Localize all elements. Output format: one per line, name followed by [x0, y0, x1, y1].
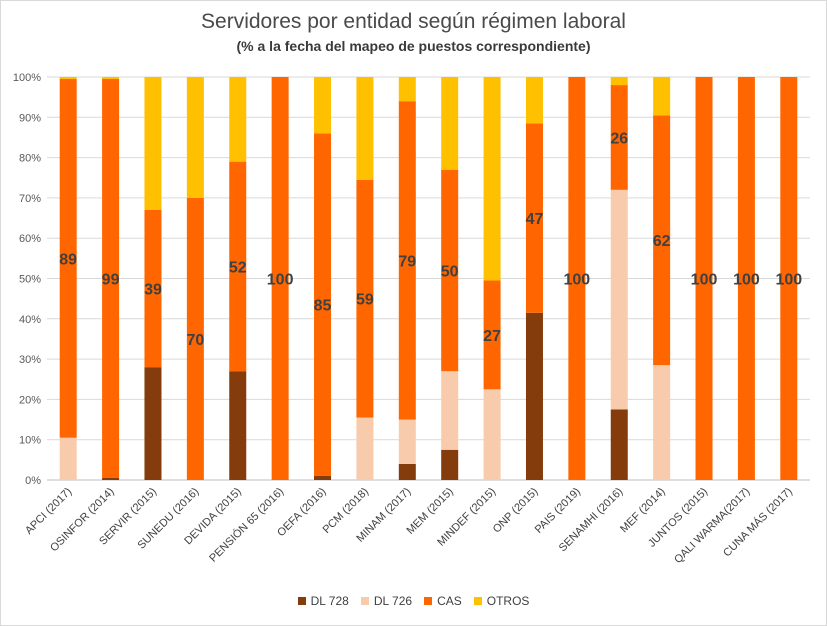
chart-title: Servidores por entidad según régimen lab…: [201, 10, 626, 33]
bar-segment-dl-728: [144, 367, 162, 480]
y-tick-label: 80%: [19, 153, 41, 165]
y-tick-label: 90%: [19, 112, 41, 124]
bar-segment-otros: [653, 77, 671, 116]
y-tick-label: 30%: [19, 354, 41, 366]
bar-segment-dl-726: [59, 437, 77, 480]
bar-segment-dl-728: [441, 449, 459, 480]
bar-segment-cas: [398, 101, 416, 420]
bar-segment-cas: [525, 123, 543, 313]
y-tick-label: 10%: [19, 435, 41, 447]
legend-label: DL 726: [373, 594, 413, 608]
data-label: 99: [102, 272, 120, 289]
x-category-label: QALI WARMA(2017): [672, 486, 752, 566]
bar-segment-otros: [483, 77, 501, 281]
x-category-label: CUNA MÁS (2017): [720, 485, 794, 559]
bar-segment-dl-726: [483, 389, 501, 480]
bar-segment-cas: [271, 77, 289, 480]
bar-segment-dl-726: [356, 417, 374, 480]
legend-item: CAS: [424, 594, 462, 608]
bar-segment-cas: [695, 77, 713, 480]
bar-segment-dl-728: [398, 463, 416, 480]
bar-segment-dl-726: [610, 189, 628, 410]
y-tick-label: 50%: [19, 274, 41, 286]
legend-label: DL 728: [310, 594, 349, 608]
data-label: 100: [733, 272, 760, 289]
data-label: 100: [267, 272, 294, 289]
legend-label: OTROS: [486, 594, 530, 608]
bar-segment-dl-728: [229, 371, 247, 480]
legend-swatch: [297, 597, 306, 605]
data-label: 52: [229, 259, 247, 276]
legend-swatch: [424, 597, 433, 605]
y-tick-label: 60%: [19, 233, 41, 245]
y-tick-label: 20%: [19, 394, 41, 406]
bar-segment-dl-728: [525, 312, 543, 480]
legend-item: OTROS: [473, 594, 530, 608]
bar-segment-cas: [314, 133, 332, 476]
bar-segment-dl-728: [314, 475, 332, 480]
bar-segment-cas: [483, 280, 501, 390]
bar-segment-cas: [102, 79, 120, 478]
data-label: 27: [483, 328, 501, 345]
bar-segment-otros: [356, 77, 374, 180]
legend-swatch: [473, 597, 482, 605]
data-label: 50: [441, 263, 459, 280]
bar-segment-cas: [144, 209, 162, 368]
data-label: 59: [356, 292, 374, 309]
bar-segment-otros: [441, 77, 459, 170]
bar-segment-cas: [568, 77, 586, 480]
bar-segment-cas: [441, 169, 459, 372]
bar-segment-dl-726: [398, 419, 416, 464]
chart-legend: DL 728 DL 726 CAS OTROS: [0, 594, 827, 608]
data-label: 89: [59, 251, 77, 268]
bar-segment-otros: [610, 77, 628, 86]
chart-subtitle: (% a la fecha del mapeo de puestos corre…: [236, 38, 591, 54]
bar-segment-cas: [780, 77, 798, 480]
data-label: 100: [564, 272, 591, 289]
data-label: 100: [691, 272, 718, 289]
data-label: 85: [314, 298, 332, 315]
y-tick-label: 0%: [25, 475, 41, 487]
legend-swatch: [360, 597, 369, 605]
bar-segment-cas: [229, 161, 247, 372]
bar-segment-otros: [398, 77, 416, 102]
bar-segment-dl-726: [441, 371, 459, 450]
bar-segment-cas: [610, 85, 628, 190]
data-label: 26: [610, 130, 628, 147]
data-label: 62: [653, 233, 671, 250]
bar-segment-cas: [737, 77, 755, 480]
bar-segment-dl-726: [653, 365, 671, 480]
bar-segment-otros: [525, 77, 543, 124]
legend-label: CAS: [437, 594, 462, 608]
legend-item: DL 728: [297, 594, 349, 608]
legend-item: DL 726: [360, 594, 413, 608]
bar-segment-dl-728: [610, 409, 628, 480]
y-tick-label: 40%: [19, 314, 41, 326]
y-tick-label: 70%: [19, 193, 41, 205]
data-label: 100: [775, 272, 802, 289]
bar-segment-cas: [59, 79, 77, 438]
bar-segment-otros: [314, 77, 332, 134]
bar-segment-otros: [59, 77, 77, 80]
bar-segment-otros: [186, 77, 204, 198]
data-label: 39: [144, 282, 162, 299]
data-label: 79: [398, 253, 416, 270]
bar-segment-cas: [653, 115, 671, 366]
data-label: 70: [186, 332, 204, 349]
bar-segment-otros: [144, 77, 162, 210]
y-tick-label: 100%: [13, 72, 41, 84]
data-label: 47: [526, 211, 544, 228]
bar-segment-cas: [356, 179, 374, 418]
bar-segment-otros: [229, 77, 247, 162]
bar-segment-dl-728: [102, 477, 120, 480]
bar-segment-otros: [102, 77, 120, 80]
x-category-label: PENSIÓN 65 (2016): [207, 485, 287, 565]
bar-segment-cas: [186, 197, 204, 480]
